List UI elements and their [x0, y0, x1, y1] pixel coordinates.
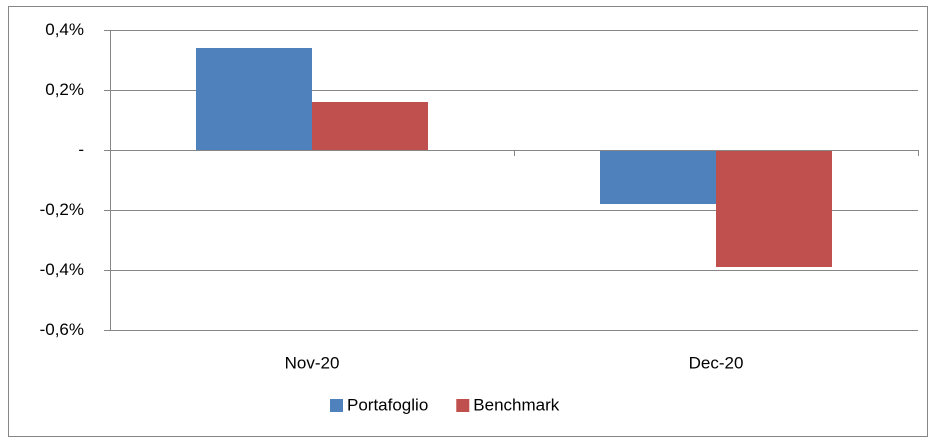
legend-swatch — [330, 399, 343, 412]
y-tick-label: -0,6% — [40, 320, 84, 339]
legend-swatch — [456, 399, 470, 412]
x-tick-label: Nov-20 — [285, 353, 340, 372]
y-tick-label: -0,2% — [40, 200, 84, 219]
y-tick-label: 0,2% — [45, 80, 84, 99]
legend-label: Benchmark — [473, 395, 559, 414]
y-tick-label: -0,4% — [40, 260, 84, 279]
bar — [600, 150, 716, 204]
y-tick-label: - — [78, 140, 84, 159]
x-tick-label: Dec-20 — [689, 353, 744, 372]
bar — [196, 48, 312, 150]
y-tick-label: 0,4% — [45, 20, 84, 39]
bar — [716, 150, 832, 267]
legend-label: Portafoglio — [347, 395, 428, 414]
bar — [312, 102, 428, 150]
